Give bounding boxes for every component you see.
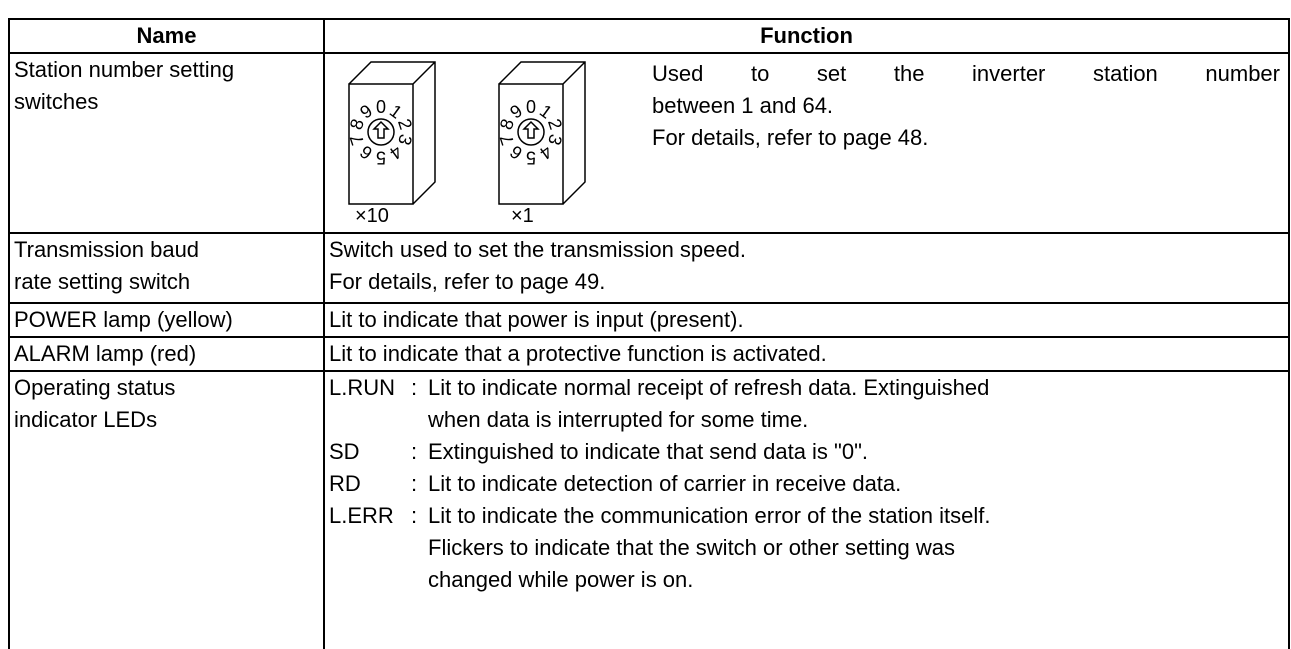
function-cell: Switch used to set the transmission spee… bbox=[323, 232, 1290, 304]
dial-digit: 0 bbox=[526, 97, 536, 117]
function-line: For details, refer to page 49. bbox=[329, 269, 606, 294]
led-description: Flickers to indicate that the switch or … bbox=[428, 535, 956, 560]
dial-digit: 9 bbox=[506, 101, 526, 123]
dial-digit: 5 bbox=[376, 147, 386, 167]
led-description: Lit to indicate normal receipt of refres… bbox=[428, 375, 990, 400]
name-cell: Station number setting switches bbox=[8, 52, 325, 234]
function-line: Lit to indicate that power is input (pre… bbox=[329, 307, 744, 332]
name-cell: ALARM lamp (red) bbox=[8, 336, 325, 372]
spacer bbox=[329, 564, 411, 596]
name-cell: POWER lamp (yellow) bbox=[8, 302, 325, 338]
name-line: indicator LEDs bbox=[14, 407, 158, 432]
function-cell: Lit to indicate that a protective functi… bbox=[323, 336, 1290, 372]
separator: : bbox=[411, 439, 418, 464]
led-item: L.RUN: Lit to indicate normal receipt of … bbox=[329, 372, 1288, 436]
dial-label: ×10 bbox=[355, 205, 389, 227]
name-line: rate setting switch bbox=[14, 269, 191, 294]
name-cell: Operating status indicator LEDs bbox=[8, 370, 325, 649]
function-line: Used to set the inverter station number bbox=[652, 61, 1280, 86]
dial-knob bbox=[517, 118, 545, 146]
led-label: L.ERR bbox=[329, 503, 394, 528]
spacer bbox=[411, 532, 428, 564]
row: Operating status indicator LEDs L.RUN: Lit… bbox=[8, 370, 1290, 649]
spacer bbox=[329, 532, 411, 564]
dial-arrow bbox=[372, 120, 390, 139]
led-item: L.ERR: Lit to indicate the communication … bbox=[329, 500, 1288, 596]
dial-digit: 5 bbox=[526, 147, 536, 167]
dial-digit: 9 bbox=[356, 101, 376, 123]
led-label: L.RUN bbox=[329, 375, 396, 400]
dial-box bbox=[348, 61, 436, 205]
led-item: RD: Lit to indicate detection of carrier … bbox=[329, 468, 1288, 500]
function-cell: L.RUN: Lit to indicate normal receipt of … bbox=[323, 370, 1290, 649]
function-line: Switch used to set the transmission spee… bbox=[329, 237, 746, 262]
led-description: Extinguished to indicate that send data … bbox=[428, 439, 869, 464]
spacer bbox=[411, 404, 428, 436]
header-cell: Function bbox=[323, 18, 1290, 54]
name-line: POWER lamp (yellow) bbox=[14, 307, 233, 332]
led-item: SD: Extinguished to indicate that send da… bbox=[329, 436, 1288, 468]
function-line: Lit to indicate that a protective functi… bbox=[329, 341, 827, 366]
dial-box bbox=[498, 61, 586, 205]
name-cell: Transmission baud rate setting switch bbox=[8, 232, 325, 304]
function-line: For details, refer to page 48. bbox=[652, 125, 929, 150]
name-line: ALARM lamp (red) bbox=[14, 341, 197, 366]
separator: : bbox=[411, 503, 418, 528]
row: ALARM lamp (red) Lit to indicate that a … bbox=[8, 336, 1290, 372]
row: POWER lamp (yellow) Lit to indicate that… bbox=[8, 302, 1290, 338]
function-cell: Lit to indicate that power is input (pre… bbox=[323, 302, 1290, 338]
function-table: Name Function Station number setting swit… bbox=[8, 18, 1290, 649]
name-line: switches bbox=[14, 89, 99, 114]
led-description: Lit to indicate the communication error … bbox=[428, 503, 991, 528]
dial-digit: 4 bbox=[386, 141, 406, 163]
name-line: Operating status bbox=[14, 375, 176, 400]
led-description: when data is interrupted for some time. bbox=[428, 407, 809, 432]
led-description: Lit to indicate detection of carrier in … bbox=[428, 471, 902, 496]
spacer bbox=[411, 564, 428, 596]
separator: : bbox=[411, 471, 418, 496]
led-description: changed while power is on. bbox=[428, 567, 694, 592]
function-cell: 0 1 2 3 4 5 6 7 8 9 ×10 0 1 2 3 4 5 6 7 8 9 ×1 Used to set th… bbox=[323, 52, 1290, 234]
dial-digit: 4 bbox=[536, 141, 556, 163]
dial-digit: 0 bbox=[376, 97, 386, 117]
row: Transmission baud rate setting switch Swi… bbox=[8, 232, 1290, 304]
name-line: Station number setting bbox=[14, 57, 235, 82]
dial-label: ×1 bbox=[511, 205, 534, 227]
led-label: SD bbox=[329, 439, 360, 464]
dial-knob bbox=[367, 118, 395, 146]
spacer bbox=[329, 404, 411, 436]
header-cell: Name bbox=[8, 18, 325, 54]
header-row: Name Function bbox=[8, 18, 1290, 54]
function-line: between 1 and 64. bbox=[652, 93, 834, 118]
separator: : bbox=[411, 375, 418, 400]
function-text: Used to set the inverter station number b… bbox=[652, 58, 1280, 154]
dial-arrow bbox=[522, 120, 540, 139]
led-label: RD bbox=[329, 471, 361, 496]
name-line: Transmission baud bbox=[14, 237, 200, 262]
